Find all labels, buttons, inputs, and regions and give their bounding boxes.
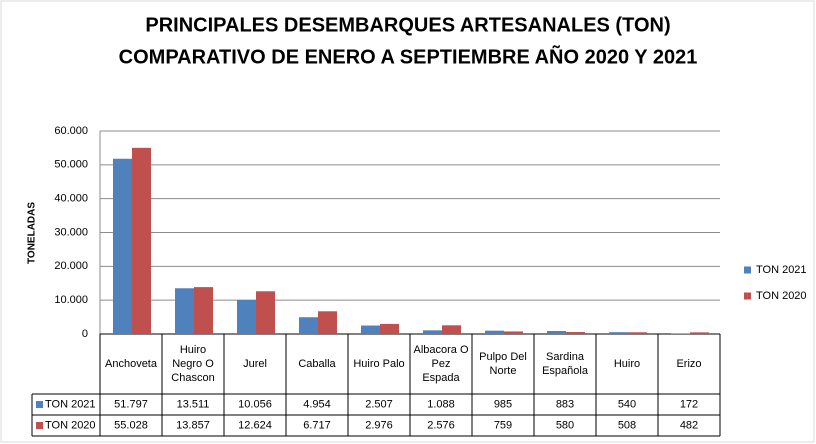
bar — [318, 311, 337, 334]
table-value: 10.056 — [238, 398, 272, 410]
table-value: 985 — [494, 398, 512, 410]
y-tick-label: 20.000 — [54, 260, 88, 272]
bar — [504, 331, 523, 334]
bar — [380, 323, 399, 334]
x-tick-label: Caballa — [298, 358, 336, 370]
table-value: 482 — [680, 419, 698, 431]
bar — [361, 325, 380, 334]
bar — [442, 325, 461, 334]
table-value: 172 — [680, 398, 698, 410]
x-tick-label: Huiro Negro O Chascon — [171, 344, 215, 384]
table-value: 13.511 — [177, 398, 210, 410]
y-tick-label: 30.000 — [54, 226, 88, 238]
table-value: 2.576 — [427, 419, 455, 431]
table-value: 2.976 — [365, 419, 393, 431]
bar — [299, 317, 318, 334]
y-axis-label: TONELADAS — [27, 202, 38, 264]
table-value: 1.088 — [427, 398, 455, 410]
chart-subtitle: COMPARATIVO DE ENERO A SEPTIEMBRE AÑO 20… — [119, 45, 698, 68]
y-tick-label: 0 — [82, 328, 88, 340]
table-value: 4.954 — [303, 398, 331, 410]
table-value: 55.028 — [114, 419, 148, 431]
table-value: 883 — [556, 398, 574, 410]
x-tick-label: Albacora O Pez Espada — [413, 344, 469, 384]
bar — [628, 332, 647, 334]
table-legend-key — [36, 422, 43, 429]
y-tick-label: 40.000 — [54, 193, 88, 205]
y-tick-label: 50.000 — [54, 159, 88, 171]
bar — [194, 287, 213, 334]
x-tick-label: Anchoveta — [105, 358, 157, 370]
bar — [175, 288, 194, 334]
table-value: 540 — [618, 398, 636, 410]
x-tick-label: Erizo — [676, 358, 702, 370]
legend-key — [744, 266, 751, 274]
x-tick-label: Sardina Española — [542, 351, 588, 377]
bar — [423, 330, 442, 334]
table-value: 13.857 — [176, 419, 210, 431]
legend-label: TON 2021 — [756, 264, 807, 276]
table-legend-key — [36, 401, 43, 408]
chart-title: PRINCIPALES DESEMBARQUES ARTESANALES (TO… — [145, 14, 670, 36]
table-value: 759 — [494, 419, 512, 431]
table-value: 12.624 — [238, 419, 272, 431]
legend-label: TON 2020 — [756, 290, 807, 302]
x-tick-label: Jurel — [243, 358, 267, 370]
table-value: 2.507 — [365, 398, 393, 410]
y-tick-label: 10.000 — [54, 294, 88, 306]
bar — [671, 333, 690, 334]
table-value: 6.717 — [303, 419, 331, 431]
x-tick-label: Pulpo Del Norte — [479, 351, 527, 377]
x-tick-label: Huiro Palo — [353, 358, 405, 370]
legend-key — [744, 292, 751, 300]
bar — [566, 332, 585, 334]
bar — [485, 330, 504, 334]
table-value: 580 — [556, 419, 574, 431]
table-series-name: TON 2021 — [45, 398, 96, 410]
bar — [256, 291, 275, 334]
bar — [690, 332, 709, 334]
bar — [132, 147, 151, 334]
x-tick-label: Huiro — [613, 358, 641, 370]
bar — [237, 299, 256, 334]
bar — [113, 158, 132, 334]
bar — [609, 332, 628, 334]
table-series-name: TON 2020 — [45, 419, 96, 431]
y-tick-label: 60.000 — [54, 125, 88, 137]
table-value: 51.797 — [114, 398, 148, 410]
bar — [547, 331, 566, 334]
table-value: 508 — [618, 419, 636, 431]
